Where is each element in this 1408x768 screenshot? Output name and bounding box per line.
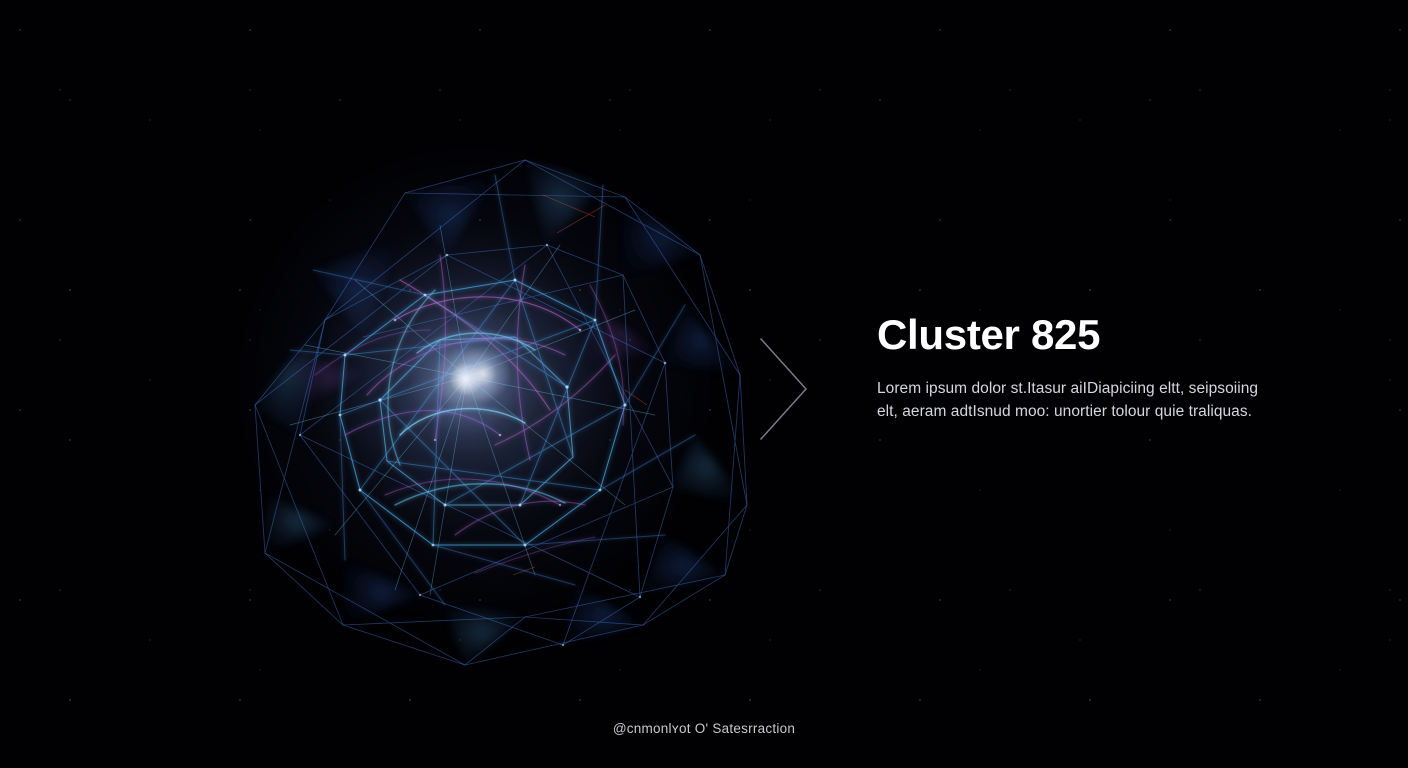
footer-caption: @cnmonlʏot O' Satesrraction	[612, 721, 796, 736]
cluster-mesh-graphic	[254, 159, 748, 666]
page-title: Cluster 825	[877, 311, 1101, 358]
chevron-right-icon	[752, 330, 816, 448]
cluster-description: Lorem ipsum dolor st.Itasur aiIDiapiciin…	[877, 380, 1259, 420]
cluster-network-visualization	[195, 105, 755, 675]
cluster-info-panel: Cluster 825 Lorem ipsum dolor st.Itasur …	[877, 312, 1307, 424]
